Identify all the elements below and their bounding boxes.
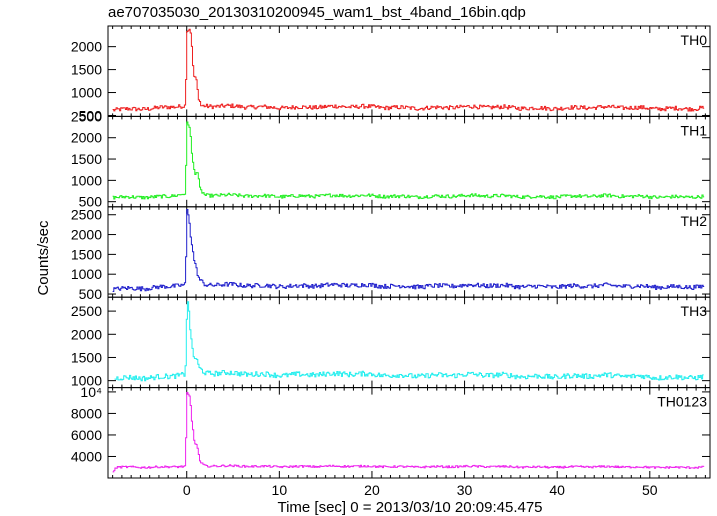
- y-tick-label: 8000: [71, 405, 102, 421]
- panel-label-TH0: TH0: [681, 32, 708, 48]
- x-tick-label: 10: [272, 482, 288, 498]
- y-tick-label: 1000: [71, 266, 102, 282]
- y-tick-label: 1500: [71, 246, 102, 262]
- panel-label-TH0123: TH0123: [657, 394, 707, 410]
- y-tick-label: 2000: [71, 227, 102, 243]
- x-tick-label: 30: [457, 482, 473, 498]
- y-axis-label: Counts/sec: [35, 220, 52, 296]
- y-tick-label: 10⁴: [80, 384, 102, 400]
- y-tick-label: 1500: [71, 349, 102, 365]
- series-line-TH0: [112, 28, 705, 112]
- y-tick-label: 1000: [71, 172, 102, 188]
- series-line-TH1: [112, 121, 705, 200]
- x-tick-label: 50: [642, 482, 658, 498]
- y-tick-label: 2500: [71, 108, 102, 124]
- panel-frame-TH1: [107, 115, 711, 208]
- panel-frame-TH0123: [107, 387, 711, 479]
- panel-label-TH3: TH3: [681, 303, 708, 319]
- panel-label-TH1: TH1: [681, 122, 708, 138]
- panel-label-TH2: TH2: [681, 213, 708, 229]
- y-tick-label: 2000: [71, 39, 102, 55]
- y-tick-label: 4000: [71, 448, 102, 464]
- y-tick-label: 500: [79, 194, 103, 210]
- x-tick-label: 0: [183, 482, 191, 498]
- x-tick-label: 40: [549, 482, 565, 498]
- panel-frame-TH0: [107, 25, 711, 117]
- series-line-TH0123: [112, 392, 705, 473]
- x-axis-label: Time [sec] 0 = 2013/03/10 20:09:45.475: [277, 499, 542, 516]
- series-line-TH3: [114, 301, 704, 382]
- y-tick-label: 2000: [71, 326, 102, 342]
- y-tick-label: 500: [79, 107, 103, 123]
- y-tick-label: 1500: [71, 62, 102, 78]
- y-tick-label: 1500: [71, 151, 102, 167]
- y-tick-label: 6000: [71, 427, 102, 443]
- y-tick-label: 500: [79, 286, 103, 302]
- y-tick-label: 1000: [71, 85, 102, 101]
- y-tick-label: 2000: [71, 130, 102, 146]
- panel-frame-TH2: [107, 206, 711, 298]
- chart-title: ae707035030_20130310200945_wam1_bst_4ban…: [108, 4, 526, 21]
- y-tick-label: 2500: [71, 207, 102, 223]
- y-tick-label: 2500: [71, 303, 102, 319]
- y-tick-label: 1000: [71, 373, 102, 389]
- x-tick-label: 20: [364, 482, 380, 498]
- series-line-TH2: [112, 209, 705, 292]
